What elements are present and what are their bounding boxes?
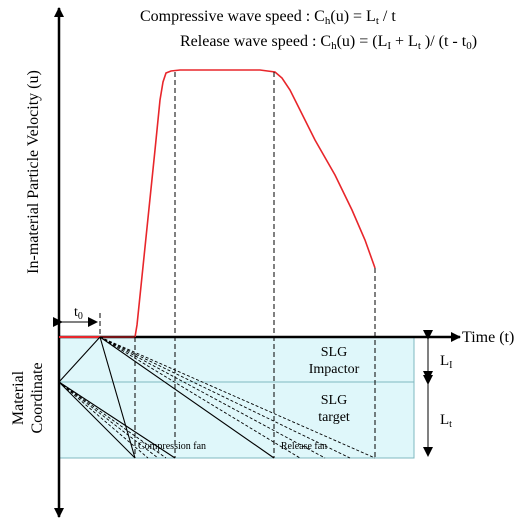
target-thickness-label: Lt xyxy=(440,412,452,430)
impactor-label-line1: SLG xyxy=(321,345,347,360)
time-axis-label: Time (t) xyxy=(462,329,514,346)
fan-lines xyxy=(58,336,376,459)
target-label-line2: target xyxy=(318,410,350,425)
release-speed-equation: Release wave speed : Ch(u) = (LI + Lt )/… xyxy=(180,33,477,52)
y-axis-label: In-material Particle Velocity (u) xyxy=(25,70,42,274)
compression-fan-label: Compression fan xyxy=(138,441,206,452)
target-label-line1: SLG xyxy=(321,393,347,408)
t0-label: t0 xyxy=(74,305,83,322)
velocity-profile-curve xyxy=(134,69,376,338)
wave-lines xyxy=(58,336,275,459)
guide-lines xyxy=(99,72,376,458)
release-fan-label: Release fan xyxy=(281,441,327,452)
material-region xyxy=(58,336,415,459)
impactor-thickness-label: LI xyxy=(440,353,453,371)
impactor-label-line2: Impactor xyxy=(309,362,360,377)
material-label-line2: Coordinate xyxy=(29,362,46,433)
material-label-line1: Material xyxy=(10,370,27,425)
compressive-speed-equation: Compressive wave speed : Ch(u) = Lt / t xyxy=(140,8,396,27)
